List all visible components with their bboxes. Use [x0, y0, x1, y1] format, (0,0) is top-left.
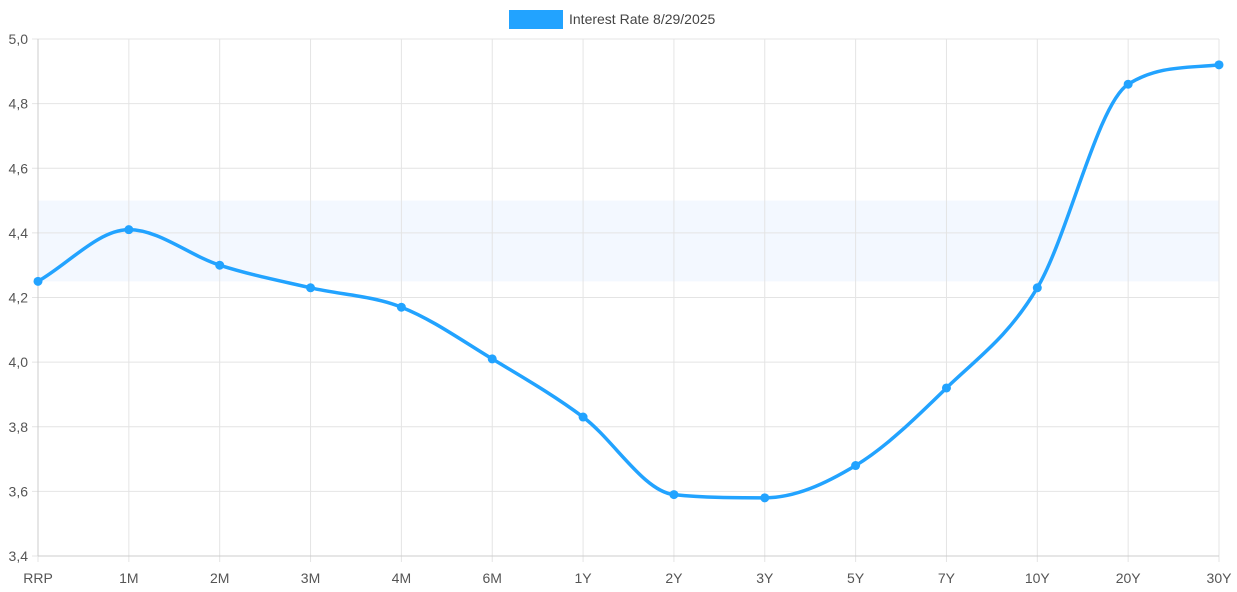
x-tick-label: 4M: [392, 570, 411, 586]
y-tick-label: 5,0: [9, 31, 29, 47]
data-point: [396, 302, 406, 312]
shaded-band: [38, 200, 1219, 282]
legend[interactable]: Interest Rate 8/29/2025: [509, 10, 716, 29]
legend-label[interactable]: Interest Rate 8/29/2025: [569, 11, 716, 27]
x-tick-label: 7Y: [938, 570, 956, 586]
legend-swatch[interactable]: [509, 10, 563, 29]
y-tick-label: 4,2: [9, 290, 29, 306]
shaded-band-layer: [38, 200, 1219, 282]
data-point: [33, 276, 43, 286]
y-tick-label: 4,8: [9, 96, 29, 112]
y-tick-label: 4,4: [9, 225, 29, 241]
x-tick-label: 5Y: [847, 570, 865, 586]
data-point: [124, 225, 134, 235]
data-point: [578, 412, 588, 422]
data-point: [760, 493, 770, 503]
data-point: [1123, 79, 1133, 89]
axis-layer: 3,4 3,6 3,8 4,0 4,2 4,4 4,6 4,8 5,0 RRP 1M 2M 3M 4M 6M…: [9, 31, 1233, 586]
y-tick-label: 3,6: [9, 483, 29, 499]
x-tick-label: 6M: [483, 570, 502, 586]
grid-layer: [32, 38, 1220, 562]
series-line: [36, 63, 1221, 500]
x-tick-label: 3Y: [756, 570, 774, 586]
data-point: [1214, 60, 1224, 70]
series-layer: [33, 60, 1224, 503]
x-tick-label: 2Y: [665, 570, 683, 586]
data-point: [941, 383, 951, 393]
data-point: [306, 283, 316, 293]
x-tick-label: RRP: [23, 570, 53, 586]
data-point: [487, 354, 497, 364]
y-tick-label: 4,6: [9, 160, 29, 176]
y-tick-label: 4,0: [9, 354, 29, 370]
data-point: [669, 490, 679, 500]
data-point: [851, 461, 861, 471]
x-tick-label: 1M: [119, 570, 138, 586]
x-tick-label: 1Y: [575, 570, 593, 586]
data-point: [1032, 283, 1042, 293]
data-point: [215, 260, 225, 270]
x-tick-label: 30Y: [1207, 570, 1233, 586]
x-tick-label: 2M: [210, 570, 229, 586]
x-tick-label: 3M: [301, 570, 320, 586]
x-tick-label: 10Y: [1025, 570, 1051, 586]
x-tick-label: 20Y: [1116, 570, 1142, 586]
y-tick-label: 3,4: [9, 548, 29, 564]
y-tick-label: 3,8: [9, 419, 29, 435]
